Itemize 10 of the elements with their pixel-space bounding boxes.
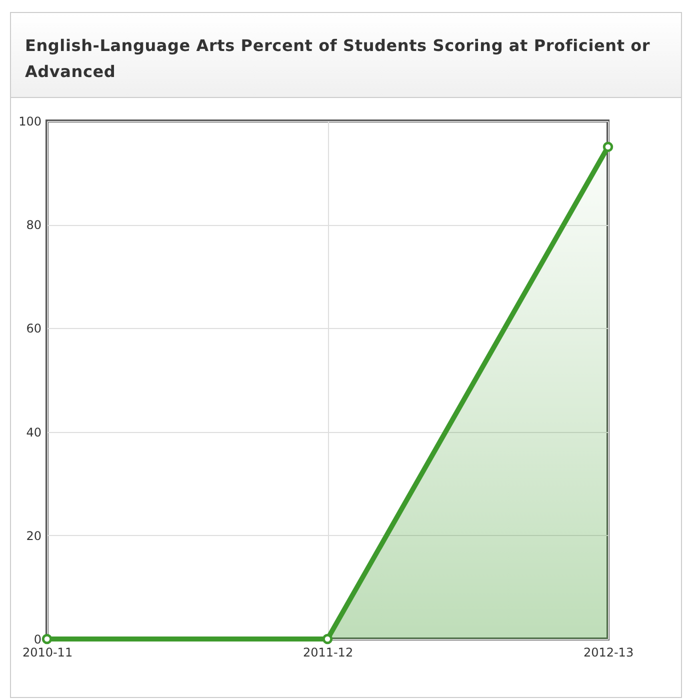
chart-title: English-Language Arts Percent of Students Scoring at Proficient or Advanced xyxy=(11,13,681,98)
y-tick-label: 40 xyxy=(26,425,42,440)
x-tick-label: 2010-11 xyxy=(22,646,73,660)
x-tick-label: 2011-12 xyxy=(302,646,354,660)
y-tick-label: 100 xyxy=(18,114,42,128)
y-tick-label: 80 xyxy=(26,218,42,232)
x-tick-label: 2012-13 xyxy=(583,646,634,660)
y-tick-label: 60 xyxy=(26,322,42,336)
y-tick-label: 0 xyxy=(34,632,42,646)
y-tick-label: 20 xyxy=(26,528,42,543)
